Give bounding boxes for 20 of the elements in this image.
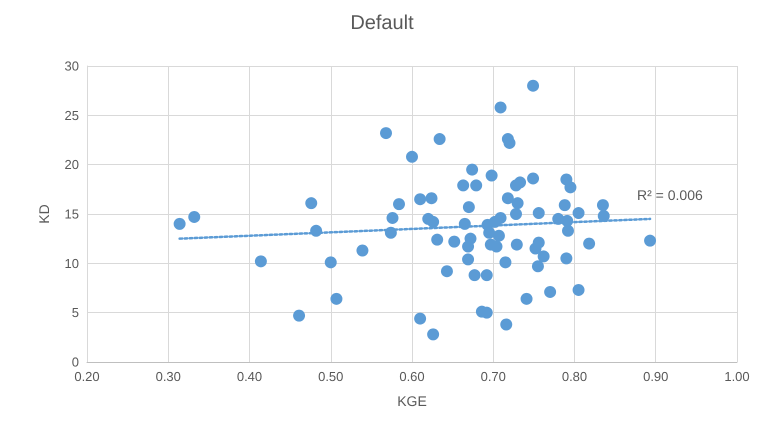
y-tick-label: 5	[72, 305, 79, 320]
y-axis-title: KD	[36, 204, 52, 224]
y-tick-label: 25	[64, 108, 79, 123]
x-tick-label: 0.30	[156, 369, 181, 384]
chart-title: Default	[350, 12, 414, 34]
y-tick-label: 30	[64, 58, 79, 74]
y-tick-label: 0	[72, 354, 79, 370]
y-tick-label: 10	[64, 256, 79, 271]
x-tick-label: 0.70	[480, 369, 506, 384]
x-tick-label: 0.80	[562, 369, 588, 384]
x-tick-label: 0.90	[643, 369, 668, 384]
x-tick-label: 0.40	[236, 369, 262, 384]
annotation: R² = 0.006	[637, 187, 703, 203]
x-axis-title: KGE	[397, 393, 427, 409]
x-tick-label: 0.20	[74, 369, 100, 384]
x-tick-label: 0.50	[318, 369, 344, 384]
x-tick-label: 0.60	[399, 369, 425, 384]
x-tick-label: 1.00	[724, 369, 750, 384]
y-tick-label: 20	[64, 157, 79, 172]
y-tick-label: 15	[64, 206, 79, 222]
